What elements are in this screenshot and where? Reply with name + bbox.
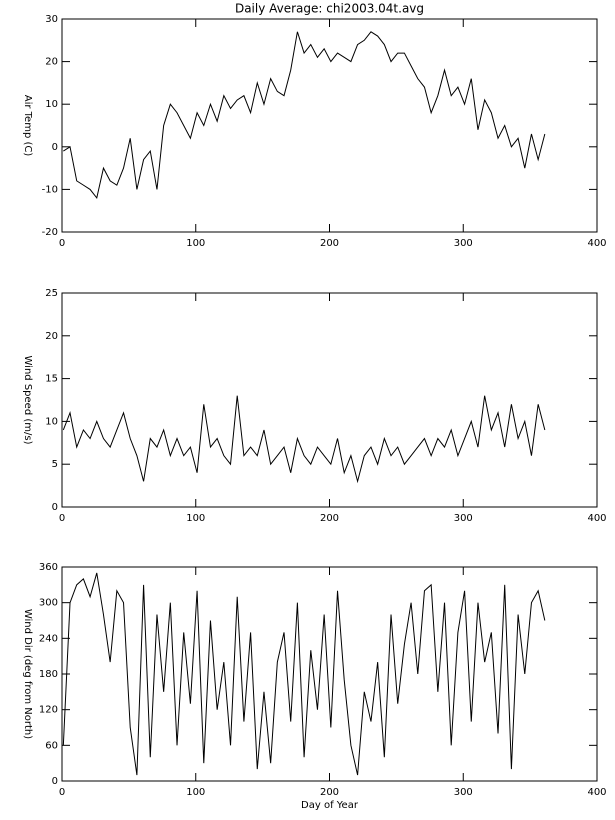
y-tick-label: 20 xyxy=(45,331,58,342)
data-line xyxy=(62,395,546,484)
y-tick-label: -20 xyxy=(42,227,58,238)
y-tick-label: 0 xyxy=(52,776,58,787)
y-tick-label: 10 xyxy=(45,99,58,110)
y-tick-label: -10 xyxy=(42,184,58,195)
y-tick-label: 0 xyxy=(52,502,58,513)
x-tick-label: 400 xyxy=(587,787,606,798)
chart-title: Daily Average: chi2003.04t.avg xyxy=(235,2,424,16)
x-tick-label: 300 xyxy=(454,787,473,798)
y-axis-label: Wind Dir (deg from North) xyxy=(22,609,33,739)
y-tick-label: 240 xyxy=(39,633,58,644)
x-tick-label: 100 xyxy=(186,513,205,524)
y-tick-label: 60 xyxy=(45,740,58,751)
x-tick-label: 300 xyxy=(454,238,473,249)
data-line xyxy=(62,572,546,776)
x-tick-label: 200 xyxy=(320,787,339,798)
y-tick-label: 0 xyxy=(52,142,58,153)
y-tick-label: 10 xyxy=(45,416,58,427)
x-axis-label: Day of Year xyxy=(301,800,359,811)
y-tick-label: 20 xyxy=(45,57,58,68)
x-tick-label: 100 xyxy=(186,787,205,798)
x-tick-label: 300 xyxy=(454,513,473,524)
y-tick-label: 25 xyxy=(45,288,58,299)
y-tick-label: 5 xyxy=(52,459,58,470)
y-axis-label: Air Temp (C) xyxy=(22,95,33,157)
x-tick-label: 100 xyxy=(186,238,205,249)
y-tick-label: 30 xyxy=(45,14,58,25)
x-tick-label: 0 xyxy=(59,513,65,524)
plot-frame xyxy=(61,18,598,233)
y-tick-label: 300 xyxy=(39,598,58,609)
plot-frame xyxy=(61,566,598,782)
data-line xyxy=(63,31,546,200)
x-tick-label: 200 xyxy=(320,513,339,524)
x-tick-label: 200 xyxy=(320,238,339,249)
y-tick-label: 120 xyxy=(39,705,58,716)
y-tick-label: 180 xyxy=(39,669,58,680)
x-tick-label: 0 xyxy=(59,238,65,249)
y-tick-label: 360 xyxy=(39,562,58,573)
x-tick-label: 400 xyxy=(587,238,606,249)
x-tick-label: 0 xyxy=(59,787,65,798)
y-axis-label: Wind Speed (m/s) xyxy=(22,356,33,445)
x-tick-label: 400 xyxy=(587,513,606,524)
y-tick-label: 15 xyxy=(45,374,58,385)
